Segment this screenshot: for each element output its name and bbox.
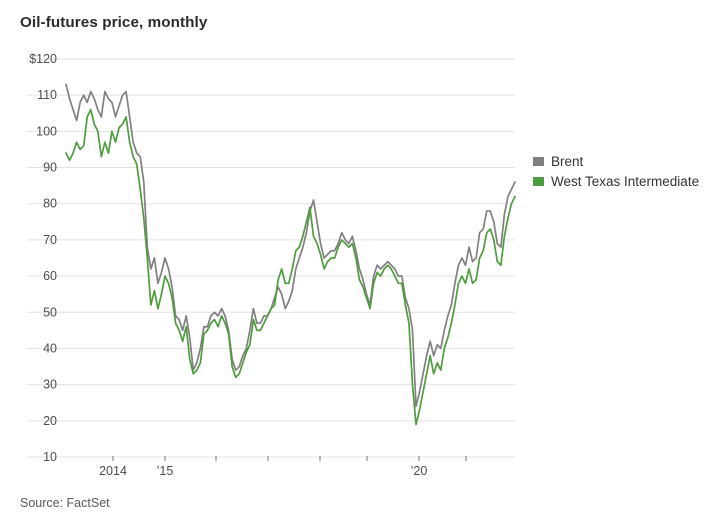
svg-text:10: 10 bbox=[43, 450, 57, 464]
svg-text:’15: ’15 bbox=[157, 464, 174, 478]
svg-text:60: 60 bbox=[43, 269, 57, 283]
svg-text:110: 110 bbox=[37, 88, 57, 102]
svg-text:$120: $120 bbox=[29, 52, 57, 66]
svg-text:90: 90 bbox=[43, 161, 57, 175]
svg-text:20: 20 bbox=[43, 414, 57, 428]
svg-text:100: 100 bbox=[36, 124, 57, 138]
svg-text:30: 30 bbox=[43, 378, 57, 392]
svg-text:80: 80 bbox=[43, 197, 57, 211]
svg-text:2014: 2014 bbox=[99, 464, 127, 478]
svg-text:70: 70 bbox=[43, 233, 57, 247]
svg-text:50: 50 bbox=[43, 305, 57, 319]
svg-text:’20: ’20 bbox=[411, 464, 428, 478]
svg-text:40: 40 bbox=[43, 341, 57, 355]
